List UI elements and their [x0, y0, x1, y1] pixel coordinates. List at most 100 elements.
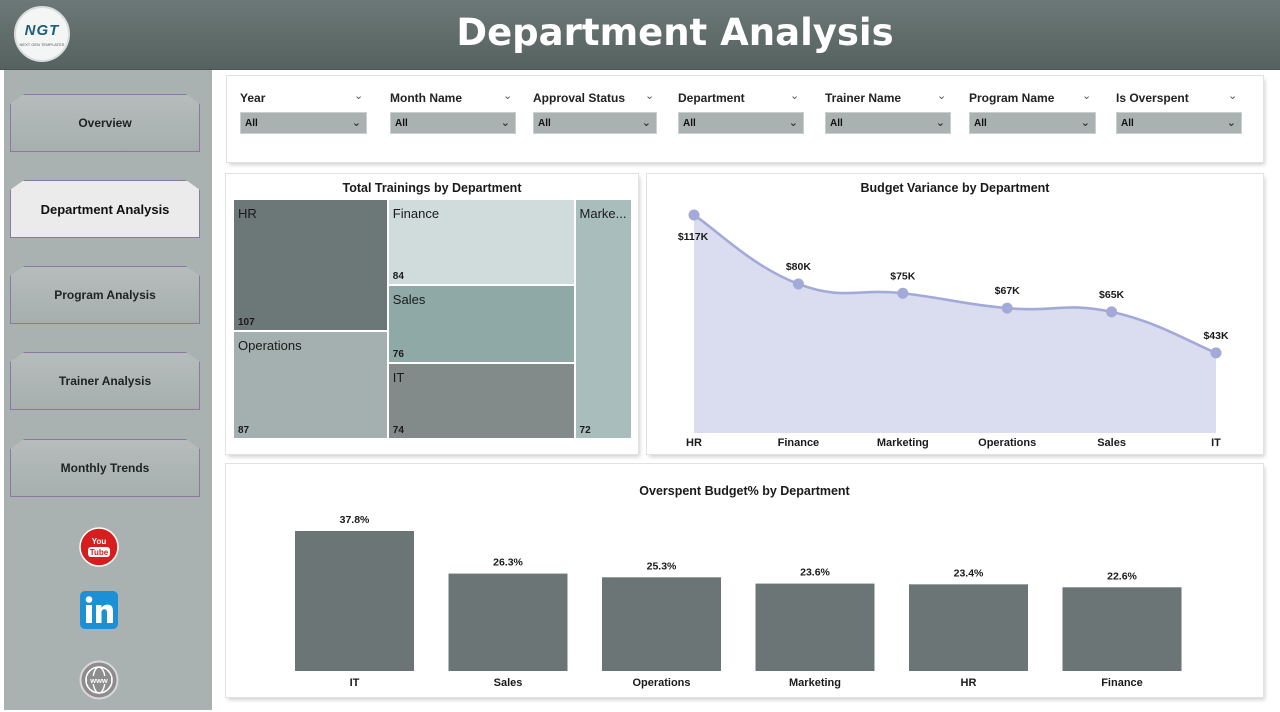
treemap: HR 107 Operations 87 Finance 84 Sales 76 IT 74 Mar…	[233, 199, 632, 439]
filter-trainer-name-select[interactable]: All ⌄	[825, 112, 951, 134]
bar-data-label: 23.4%	[954, 567, 984, 579]
chevron-down-icon[interactable]: ⌄	[937, 90, 947, 102]
brand-logo: NGT NEXT GEN TEMPLATES	[14, 6, 70, 62]
treemap-title: Total Trainings by Department	[342, 181, 522, 195]
treemap-tile[interactable]: IT 74	[387, 363, 575, 439]
filter-year-select[interactable]: All ⌄	[240, 112, 367, 134]
area-data-point[interactable]	[792, 278, 804, 290]
chevron-down-icon[interactable]: ⌄	[354, 90, 364, 102]
filter-month-name-select[interactable]: All ⌄	[390, 112, 516, 134]
filter-is-overspent-select[interactable]: All ⌄	[1116, 112, 1242, 134]
treemap-tile[interactable]: Marke... 72	[574, 199, 632, 439]
area-data-point[interactable]	[1106, 306, 1118, 318]
filter-panel: Year ⌄ All ⌄ Month Name ⌄ All ⌄ Approval S…	[227, 76, 1263, 162]
chevron-down-icon: ⌄	[641, 117, 651, 129]
area-data-label: $67K	[995, 285, 1021, 297]
area-chart-title: Budget Variance by Department	[860, 181, 1050, 195]
logo-text: NGT	[24, 22, 60, 39]
bar[interactable]	[909, 584, 1028, 671]
bar[interactable]	[602, 577, 721, 671]
globe-icon[interactable]: www	[79, 660, 119, 700]
treemap-tile[interactable]: HR 107	[233, 199, 388, 332]
x-axis-tick-label: Marketing	[789, 677, 841, 689]
nav-department-analysis-button[interactable]: Department Analysis	[10, 180, 200, 238]
nav-program-analysis-button[interactable]: Program Analysis	[10, 266, 200, 324]
x-axis-tick-label: Operations	[632, 677, 690, 689]
linkedin-icon[interactable]	[79, 590, 119, 630]
treemap-tile[interactable]: Sales 76	[387, 285, 575, 364]
budget-variance-chart: $117K HR $80K Finance $75K Marketing $67K Opera…	[678, 209, 1229, 449]
area-data-point[interactable]	[897, 287, 909, 299]
x-axis-tick-label: IT	[350, 677, 360, 689]
treemap-tile[interactable]: Finance 84	[387, 199, 575, 286]
nav-monthly-trends-button[interactable]: Monthly Trends	[10, 439, 200, 497]
treemap-tile-value: 87	[238, 424, 250, 436]
chevron-down-icon: ⌄	[1226, 117, 1236, 129]
x-axis-tick-label: HR	[686, 437, 702, 449]
treemap-tile[interactable]: Operations 87	[233, 331, 388, 439]
chevron-down-icon: ⌄	[935, 117, 945, 129]
bar[interactable]	[755, 583, 875, 671]
bar-data-label: 23.6%	[800, 567, 830, 579]
treemap-tile-value: 107	[238, 317, 255, 329]
filter-approval-status-select[interactable]: All ⌄	[533, 112, 657, 134]
treemap-tile-label: HR	[238, 206, 257, 221]
chevron-down-icon[interactable]: ⌄	[1228, 90, 1238, 102]
area-data-point[interactable]	[1001, 302, 1013, 314]
overspent-budget-chart: 37.8% IT 26.3% Sales 25.3% Operations 23.6% Mar…	[295, 514, 1182, 689]
area-data-label: $80K	[786, 261, 812, 273]
filter-label: Program Name	[969, 91, 1055, 105]
x-axis-tick-label: Marketing	[877, 437, 929, 449]
treemap-tile-value: 72	[579, 425, 591, 436]
area-data-label: $117K	[678, 231, 709, 243]
chevron-down-icon[interactable]: ⌄	[645, 90, 655, 102]
filter-department-select[interactable]: All ⌄	[678, 112, 804, 134]
budget-variance-card: Budget Variance by Department $117K HR $80…	[647, 174, 1263, 454]
filter-value: All	[395, 118, 408, 129]
chevron-down-icon: ⌄	[500, 117, 510, 129]
bar-chart-title: Overspent Budget% by Department	[639, 484, 850, 498]
chevron-down-icon[interactable]: ⌄	[1082, 90, 1092, 102]
chevron-down-icon[interactable]: ⌄	[790, 90, 800, 102]
treemap-card: Total Trainings by Department HR 107 Opera…	[226, 174, 638, 454]
area-fill	[694, 215, 1216, 433]
area-data-label: $75K	[890, 270, 916, 282]
nav-trainer-analysis-button[interactable]: Trainer Analysis	[10, 352, 200, 410]
area-data-label: $43K	[1203, 330, 1229, 342]
chevron-down-icon: ⌄	[1080, 117, 1090, 129]
area-series-line	[693, 213, 1217, 355]
youtube-icon[interactable]: You Tube	[79, 527, 119, 567]
page-title: Department Analysis	[456, 11, 894, 54]
x-axis-tick-label: HR	[961, 677, 977, 689]
x-axis-tick-label: Finance	[778, 437, 820, 449]
bar[interactable]	[1062, 587, 1182, 671]
treemap-tile-label: Sales	[392, 292, 426, 308]
x-axis-tick-label: Sales	[494, 677, 523, 689]
filter-value: All	[245, 118, 258, 129]
filter-value: All	[538, 118, 551, 129]
filter-label: Is Overspent	[1116, 91, 1189, 105]
chevron-down-icon[interactable]: ⌄	[503, 90, 513, 102]
filter-label: Year	[240, 91, 266, 105]
filter-label: Department	[678, 91, 745, 105]
logo-subtext: NEXT GEN TEMPLATES	[19, 42, 65, 47]
nav-overview-button[interactable]: Overview	[10, 94, 200, 152]
x-axis-tick-label: Operations	[978, 437, 1036, 449]
treemap-tile-value: 74	[392, 424, 404, 436]
area-data-point[interactable]	[1210, 347, 1222, 359]
x-axis-tick-label: IT	[1211, 437, 1221, 449]
area-data-point[interactable]	[688, 209, 700, 221]
filter-value: All	[830, 118, 843, 129]
bar-data-label: 25.3%	[647, 560, 677, 572]
area-data-label: $65K	[1099, 289, 1125, 301]
bar-data-label: 22.6%	[1107, 570, 1137, 582]
filter-program-name-select[interactable]: All ⌄	[969, 112, 1096, 134]
filter-label: Trainer Name	[825, 91, 902, 105]
bar[interactable]	[295, 531, 414, 671]
filter-label: Month Name	[390, 91, 462, 105]
treemap-tile-value: 84	[392, 271, 404, 283]
treemap-tile-label: IT	[392, 370, 405, 386]
treemap-tile-label: Marke...	[579, 206, 627, 221]
filter-value: All	[1121, 118, 1134, 129]
bar[interactable]	[448, 573, 568, 671]
